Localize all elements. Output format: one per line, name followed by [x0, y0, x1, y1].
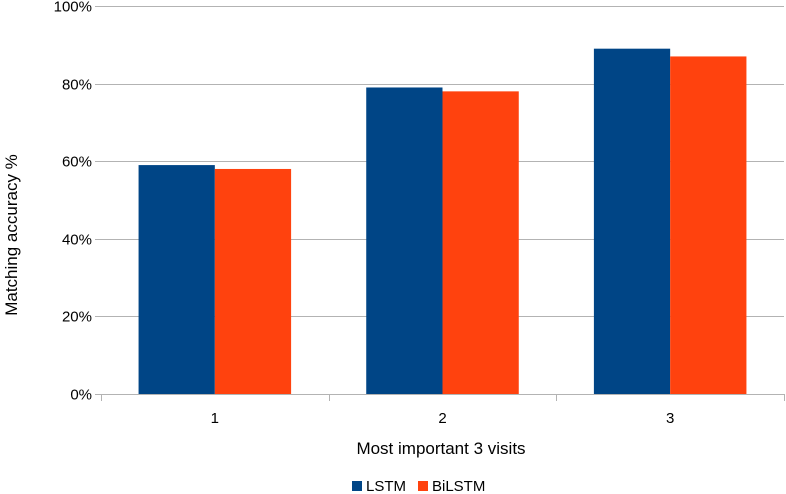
bar-lstm-3	[593, 48, 671, 395]
x-tick-label: 1	[211, 410, 219, 427]
y-tick-label: 100%	[54, 0, 92, 16]
x-tick-label: 3	[666, 410, 674, 427]
y-tick-label: 0%	[70, 387, 92, 404]
legend-label-lstm: LSTM	[366, 478, 406, 494]
bar-bilstm-2	[442, 91, 519, 395]
y-axis-title: Matching accuracy %	[2, 154, 21, 316]
bar-bilstm-1	[214, 168, 292, 394]
y-tick-label: 80%	[62, 77, 92, 94]
bar-lstm-1	[138, 165, 215, 394]
legend: LSTM BiLSTM	[352, 478, 485, 494]
bar-lstm-2	[366, 87, 443, 394]
x-tick-label: 2	[438, 410, 446, 427]
y-tick-label: 20%	[62, 309, 92, 326]
y-tick-label: 60%	[62, 154, 92, 171]
y-tick-label: 40%	[62, 232, 92, 249]
x-axis-ticks: 1 2 3	[95, 394, 785, 427]
x-axis-title: Most important 3 visits	[356, 439, 525, 458]
legend-swatch-bilstm	[418, 481, 428, 491]
y-axis-ticks: 0% 20% 40% 60% 80% 100%	[54, 0, 92, 404]
legend-swatch-lstm	[352, 481, 362, 491]
bar-bilstm-3	[670, 56, 747, 394]
bars	[138, 48, 747, 395]
legend-label-bilstm: BiLSTM	[432, 478, 485, 494]
